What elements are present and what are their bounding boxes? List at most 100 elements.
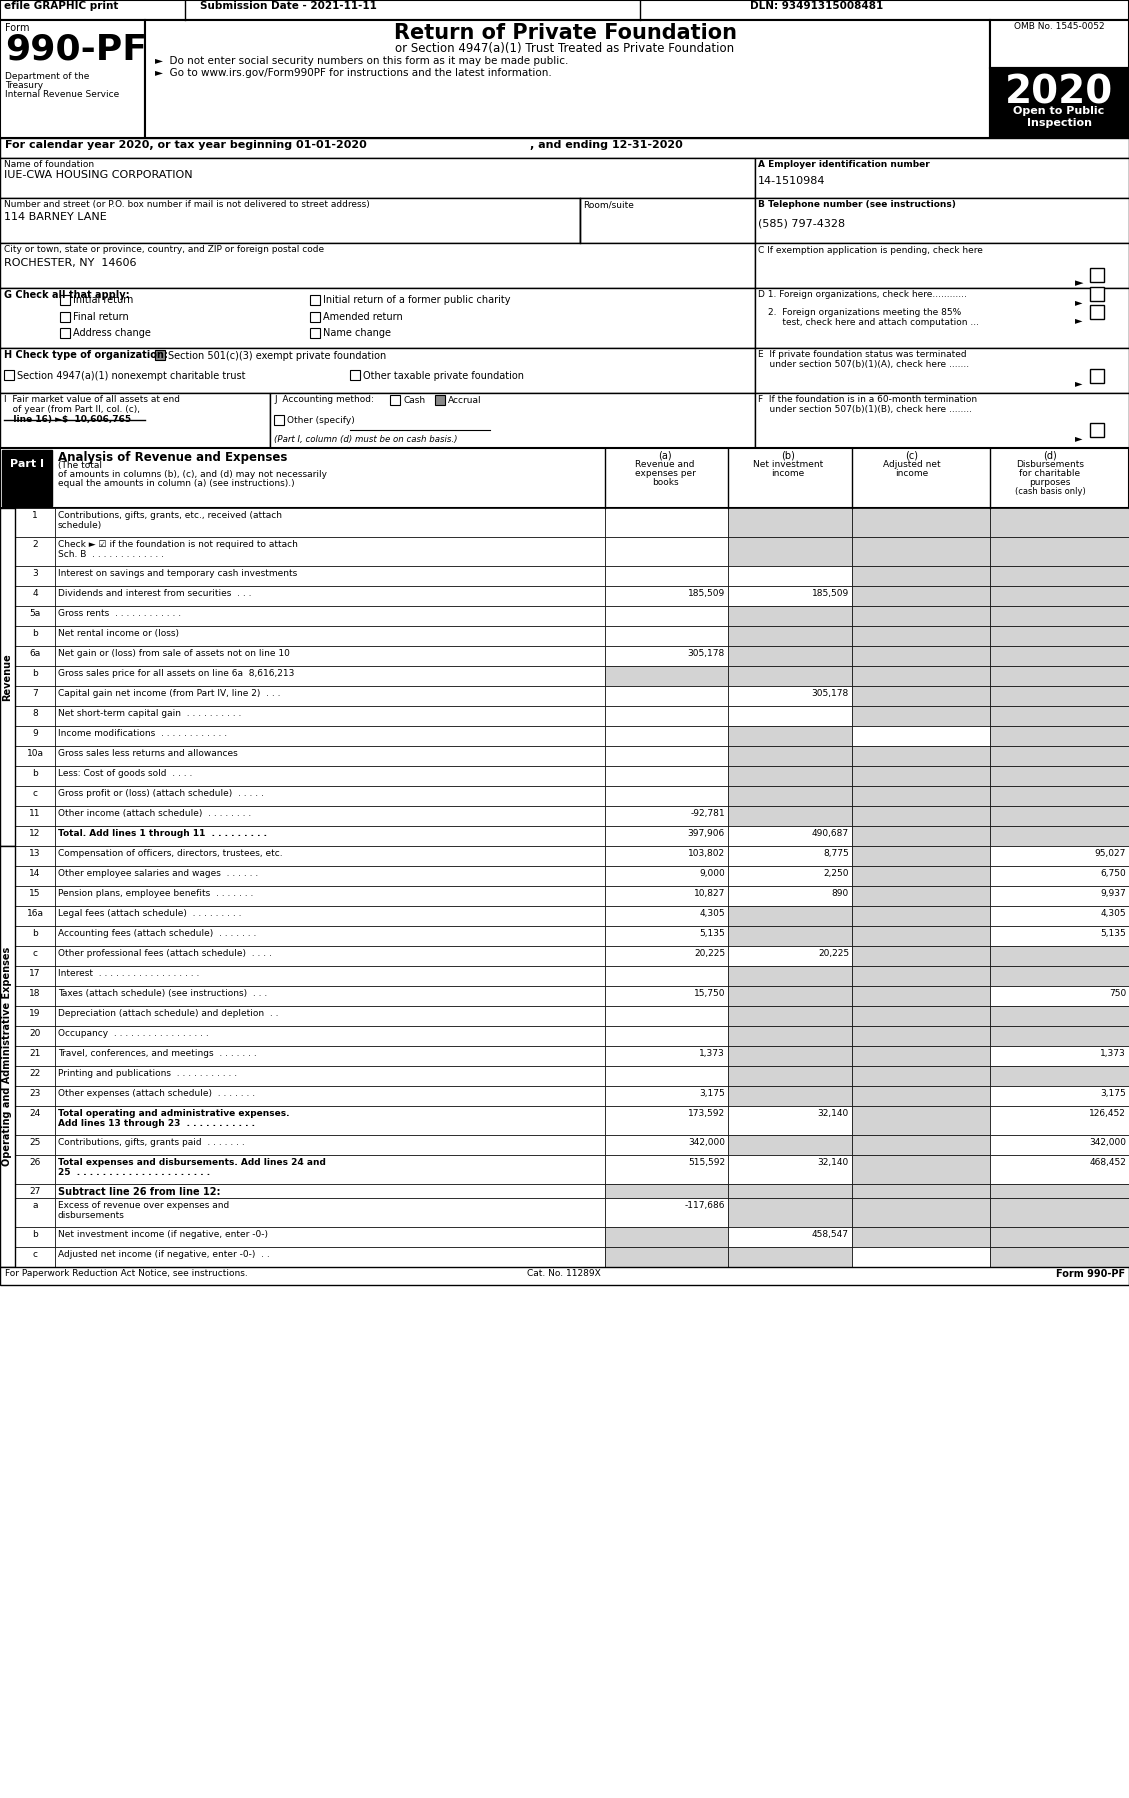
Bar xyxy=(990,1226,1129,1248)
Text: J  Accounting method:: J Accounting method: xyxy=(274,396,374,405)
Text: 103,802: 103,802 xyxy=(688,849,725,858)
Text: Form 990-PF: Form 990-PF xyxy=(1056,1269,1124,1278)
Bar xyxy=(990,946,1129,966)
Text: 3: 3 xyxy=(32,568,38,577)
Text: 8,775: 8,775 xyxy=(823,849,849,858)
Text: 20,225: 20,225 xyxy=(694,949,725,958)
Text: 8: 8 xyxy=(32,708,38,717)
Text: 4: 4 xyxy=(33,590,37,599)
Text: 11: 11 xyxy=(29,809,41,818)
Text: Total operating and administrative expenses.
Add lines 13 through 23  . . . . . : Total operating and administrative expen… xyxy=(58,1109,289,1129)
Text: b: b xyxy=(32,629,38,638)
Text: c: c xyxy=(33,789,37,798)
Bar xyxy=(605,906,728,926)
Bar xyxy=(605,1027,728,1046)
Bar xyxy=(55,1007,605,1027)
Text: 3,175: 3,175 xyxy=(1101,1090,1126,1099)
Bar xyxy=(990,1046,1129,1066)
Bar xyxy=(605,1135,728,1154)
Bar xyxy=(728,1197,852,1226)
Bar xyxy=(605,538,728,566)
Text: G Check all that apply:: G Check all that apply: xyxy=(5,289,130,300)
Bar xyxy=(852,726,990,746)
Bar xyxy=(145,20,990,138)
Bar xyxy=(0,645,55,665)
Text: 890: 890 xyxy=(832,888,849,897)
Bar xyxy=(728,665,852,687)
Text: 32,140: 32,140 xyxy=(817,1158,849,1167)
Text: Contributions, gifts, grants paid  . . . . . . .: Contributions, gifts, grants paid . . . … xyxy=(58,1138,245,1147)
Text: Total. Add lines 1 through 11  . . . . . . . . .: Total. Add lines 1 through 11 . . . . . … xyxy=(58,829,266,838)
Text: 5,135: 5,135 xyxy=(1101,930,1126,939)
Bar xyxy=(728,946,852,966)
Bar xyxy=(728,1046,852,1066)
Text: under section 507(b)(1)(A), check here .......: under section 507(b)(1)(A), check here .… xyxy=(758,360,969,369)
Text: 126,452: 126,452 xyxy=(1089,1109,1126,1118)
Bar xyxy=(990,1106,1129,1135)
Bar xyxy=(55,1106,605,1135)
Bar xyxy=(55,645,605,665)
Bar xyxy=(0,687,55,707)
Text: Submission Date - 2021-11-11: Submission Date - 2021-11-11 xyxy=(200,2,377,11)
Bar xyxy=(605,1086,728,1106)
Bar xyxy=(605,665,728,687)
Bar xyxy=(852,1007,990,1027)
Bar xyxy=(605,985,728,1007)
Text: 2: 2 xyxy=(33,539,37,548)
Bar xyxy=(728,847,852,867)
Text: Adjusted net income (if negative, enter -0-)  . .: Adjusted net income (if negative, enter … xyxy=(58,1250,270,1259)
Bar xyxy=(0,509,15,847)
Bar xyxy=(852,1066,990,1086)
Text: Revenue and: Revenue and xyxy=(636,460,694,469)
Text: Cash: Cash xyxy=(403,396,426,405)
Bar xyxy=(0,20,145,138)
Bar xyxy=(755,349,1129,394)
Text: 5,135: 5,135 xyxy=(699,930,725,939)
Bar xyxy=(605,566,728,586)
Text: Contributions, gifts, grants, etc., received (attach
schedule): Contributions, gifts, grants, etc., rece… xyxy=(58,511,282,530)
Bar xyxy=(55,1185,605,1197)
Bar xyxy=(852,606,990,626)
Text: For Paperwork Reduction Act Notice, see instructions.: For Paperwork Reduction Act Notice, see … xyxy=(5,1269,247,1278)
Bar xyxy=(852,1135,990,1154)
Bar xyxy=(990,926,1129,946)
Bar xyxy=(852,509,990,538)
Bar xyxy=(728,626,852,645)
Text: 17: 17 xyxy=(29,969,41,978)
Text: under section 507(b)(1)(B), check here ........: under section 507(b)(1)(B), check here .… xyxy=(758,405,972,414)
Bar xyxy=(728,586,852,606)
Text: Disbursements: Disbursements xyxy=(1016,460,1084,469)
Bar xyxy=(852,645,990,665)
Bar xyxy=(852,1086,990,1106)
Bar xyxy=(55,538,605,566)
Text: 16a: 16a xyxy=(26,910,44,919)
Text: E  If private foundation status was terminated: E If private foundation status was termi… xyxy=(758,351,966,360)
Text: 10a: 10a xyxy=(26,750,44,759)
Bar xyxy=(605,1154,728,1185)
Bar xyxy=(990,645,1129,665)
Text: Part I: Part I xyxy=(10,458,44,469)
Bar xyxy=(55,687,605,707)
Bar xyxy=(0,1027,55,1046)
Text: 4,305: 4,305 xyxy=(1101,910,1126,919)
Bar xyxy=(0,825,55,847)
Bar xyxy=(0,1135,55,1154)
Bar xyxy=(728,886,852,906)
Bar xyxy=(605,825,728,847)
Text: efile GRAPHIC print: efile GRAPHIC print xyxy=(5,2,119,11)
Text: 3,175: 3,175 xyxy=(699,1090,725,1099)
Text: 95,027: 95,027 xyxy=(1095,849,1126,858)
Bar xyxy=(605,606,728,626)
Text: 2,250: 2,250 xyxy=(823,868,849,877)
Bar xyxy=(852,985,990,1007)
Text: Other employee salaries and wages  . . . . . .: Other employee salaries and wages . . . … xyxy=(58,868,259,877)
Bar xyxy=(605,707,728,726)
Text: 515,592: 515,592 xyxy=(688,1158,725,1167)
Bar xyxy=(0,566,55,586)
Text: H Check type of organization:: H Check type of organization: xyxy=(5,351,168,360)
Bar xyxy=(0,806,55,825)
Text: Department of the: Department of the xyxy=(5,72,89,81)
Bar xyxy=(0,1106,55,1135)
Text: 185,509: 185,509 xyxy=(688,590,725,599)
Text: Net rental income or (loss): Net rental income or (loss) xyxy=(58,629,180,638)
